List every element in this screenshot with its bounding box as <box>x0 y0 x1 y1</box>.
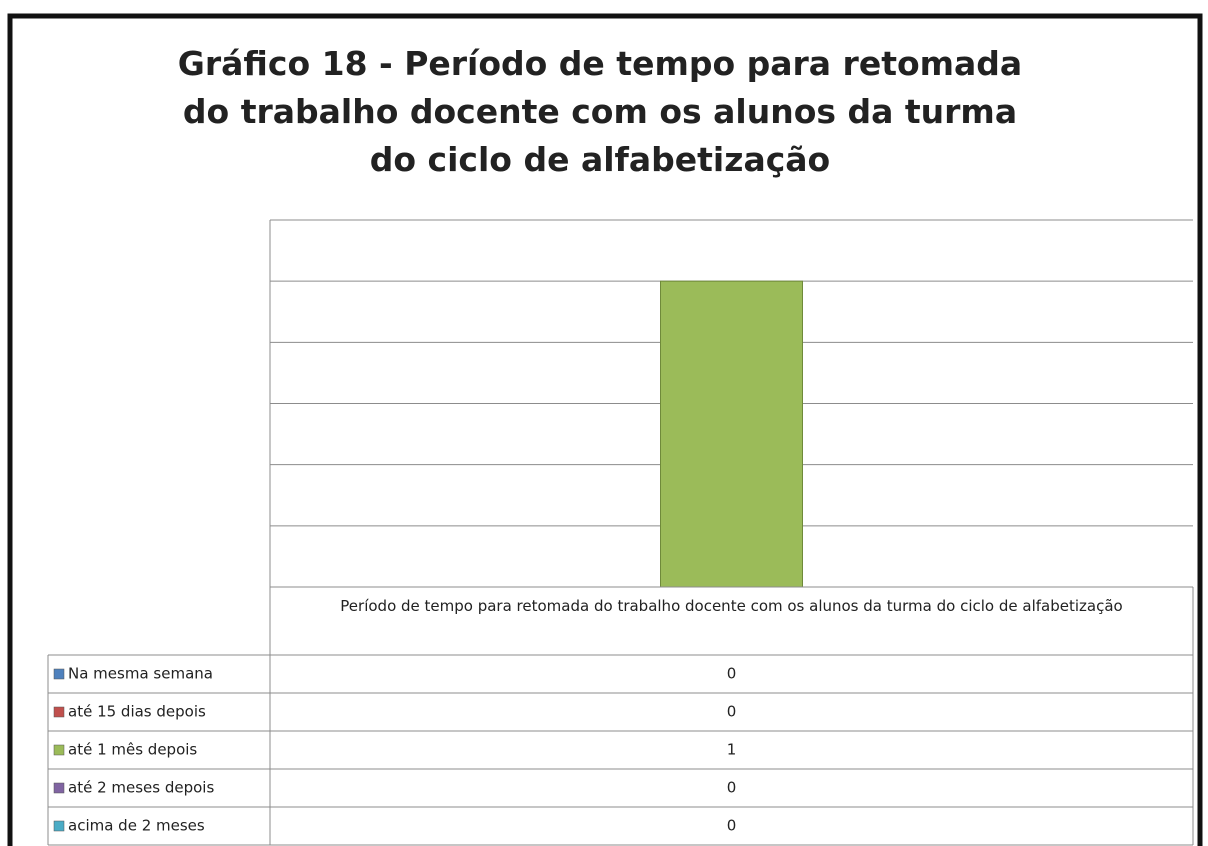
legend-key <box>53 668 65 680</box>
legend-key <box>53 706 65 718</box>
chart-title: Gráfico 18 - Período de tempo para retom… <box>177 44 1023 179</box>
category-label: Período de tempo para retomada do trabal… <box>340 597 1123 615</box>
title-box: Gráfico 18 - Período de tempo para retom… <box>177 44 1023 179</box>
table-value: 0 <box>727 779 737 797</box>
bar <box>660 280 803 588</box>
table-grid <box>47 586 1194 845</box>
legend-label: até 2 meses depois <box>68 779 214 797</box>
legend-key <box>53 744 65 756</box>
table-value: 0 <box>727 703 737 721</box>
table-value: 1 <box>727 741 737 759</box>
legend-label: Na mesma semana <box>68 665 213 683</box>
category-cell: Período de tempo para retomada do trabal… <box>340 597 1123 615</box>
legend-label: até 15 dias depois <box>68 703 206 721</box>
legend-key <box>53 782 65 794</box>
legend-label: acima de 2 meses <box>68 817 205 835</box>
legend-key <box>53 820 65 832</box>
frame <box>7 13 1203 846</box>
legend-label: até 1 mês depois <box>68 741 197 759</box>
table-value: 0 <box>727 817 737 835</box>
table-value: 0 <box>727 665 737 683</box>
